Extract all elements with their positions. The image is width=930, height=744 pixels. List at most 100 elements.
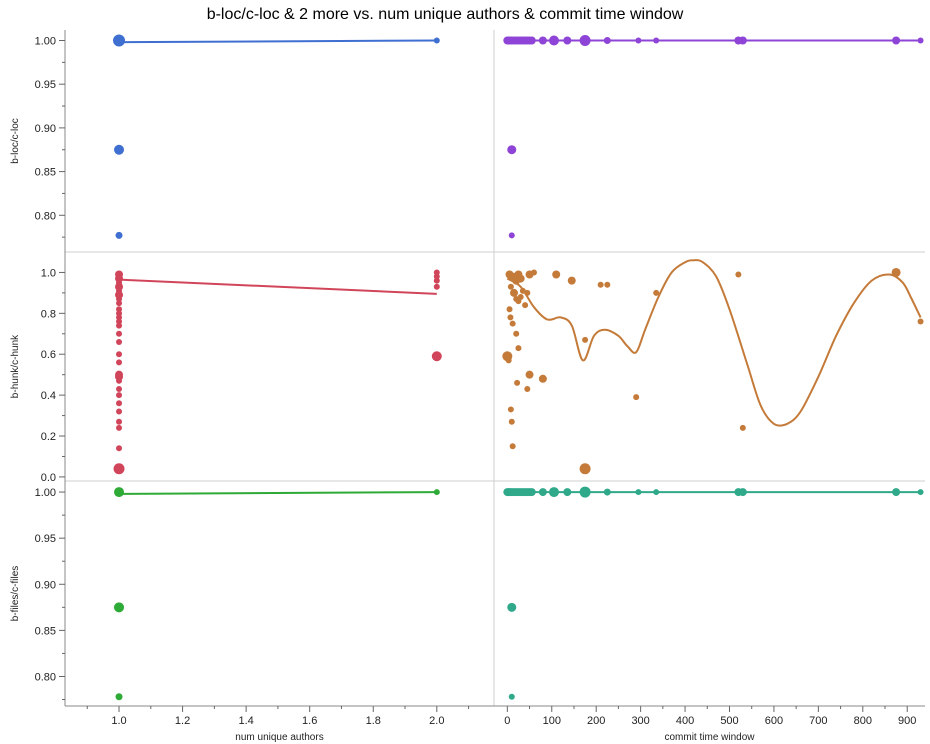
data-point[interactable] xyxy=(892,36,901,45)
chart-title: b-loc/c-loc & 2 more vs. num unique auth… xyxy=(207,6,684,23)
data-point[interactable] xyxy=(525,370,534,379)
data-point[interactable] xyxy=(116,351,123,358)
data-point[interactable] xyxy=(507,602,517,612)
data-point[interactable] xyxy=(563,488,572,497)
data-point[interactable] xyxy=(603,488,611,496)
data-point[interactable] xyxy=(116,306,123,313)
y-axis-label: b-loc/c-loc xyxy=(10,118,21,164)
data-point[interactable] xyxy=(567,276,576,285)
data-point[interactable] xyxy=(892,488,901,497)
data-point[interactable] xyxy=(739,424,746,431)
data-point[interactable] xyxy=(116,445,123,452)
data-point[interactable] xyxy=(505,357,512,364)
data-point[interactable] xyxy=(514,379,521,386)
data-point[interactable] xyxy=(635,37,642,44)
data-point[interactable] xyxy=(527,36,536,45)
data-point[interactable] xyxy=(116,392,123,399)
data-point[interactable] xyxy=(431,351,442,362)
data-point[interactable] xyxy=(735,271,742,278)
panel-0-0 xyxy=(113,34,440,239)
data-point[interactable] xyxy=(579,486,591,498)
data-point[interactable] xyxy=(116,424,123,431)
data-point[interactable] xyxy=(116,400,123,407)
data-point[interactable] xyxy=(115,693,123,701)
data-point[interactable] xyxy=(116,408,123,415)
data-point[interactable] xyxy=(653,489,660,496)
data-point[interactable] xyxy=(538,36,547,45)
data-point[interactable] xyxy=(114,487,125,498)
y-tick-label: 0.95 xyxy=(35,533,56,545)
x-axis-label: commit time window xyxy=(664,732,755,743)
data-point[interactable] xyxy=(116,385,123,392)
data-point[interactable] xyxy=(113,34,126,47)
data-point[interactable] xyxy=(508,232,515,239)
x-tick-label: 500 xyxy=(720,715,738,727)
data-point[interactable] xyxy=(538,374,547,383)
y-tick-label: 1.00 xyxy=(35,35,56,47)
data-point[interactable] xyxy=(115,270,124,279)
y-tick-label: 0.2 xyxy=(41,431,56,443)
data-point[interactable] xyxy=(917,489,924,496)
data-point[interactable] xyxy=(582,336,589,343)
data-point[interactable] xyxy=(116,418,123,425)
data-point[interactable] xyxy=(116,359,123,366)
data-point[interactable] xyxy=(508,693,515,700)
data-point[interactable] xyxy=(597,281,604,288)
x-tick-label: 0 xyxy=(504,715,510,727)
data-point[interactable] xyxy=(507,406,514,413)
data-point[interactable] xyxy=(114,602,125,613)
data-point[interactable] xyxy=(116,338,123,345)
data-point[interactable] xyxy=(604,281,611,288)
fit-line xyxy=(118,491,437,495)
data-point[interactable] xyxy=(530,269,537,276)
data-point[interactable] xyxy=(508,418,515,425)
data-point[interactable] xyxy=(653,37,660,44)
data-point[interactable] xyxy=(579,34,591,46)
data-point[interactable] xyxy=(524,289,531,296)
data-point[interactable] xyxy=(433,489,440,496)
data-point[interactable] xyxy=(548,487,559,498)
data-point[interactable] xyxy=(917,318,924,325)
data-point[interactable] xyxy=(113,463,125,475)
data-point[interactable] xyxy=(507,314,514,321)
data-point[interactable] xyxy=(509,443,516,450)
data-point[interactable] xyxy=(635,489,642,496)
data-point[interactable] xyxy=(115,370,124,379)
y-tick-label: 0.0 xyxy=(41,472,56,484)
data-point[interactable] xyxy=(506,306,513,313)
data-point[interactable] xyxy=(548,35,559,46)
data-point[interactable] xyxy=(653,289,660,296)
x-tick-label: 200 xyxy=(587,715,605,727)
data-point[interactable] xyxy=(891,267,901,277)
data-point[interactable] xyxy=(507,145,517,155)
data-point[interactable] xyxy=(538,488,547,497)
data-point[interactable] xyxy=(738,36,747,45)
data-point[interactable] xyxy=(433,283,440,290)
x-tick-label: 800 xyxy=(854,715,872,727)
data-point[interactable] xyxy=(579,463,591,475)
data-point[interactable] xyxy=(516,274,525,283)
data-point[interactable] xyxy=(552,270,561,279)
data-point[interactable] xyxy=(115,231,123,239)
data-point[interactable] xyxy=(509,288,518,297)
data-point[interactable] xyxy=(513,330,520,337)
data-point[interactable] xyxy=(116,330,123,337)
data-point[interactable] xyxy=(509,320,516,327)
data-point[interactable] xyxy=(522,302,529,309)
data-point[interactable] xyxy=(507,283,514,290)
x-axis-label: num unique authors xyxy=(235,732,323,743)
data-point[interactable] xyxy=(433,37,440,44)
data-point[interactable] xyxy=(563,36,572,45)
data-point[interactable] xyxy=(524,385,531,392)
data-point[interactable] xyxy=(433,269,440,276)
data-point[interactable] xyxy=(515,345,522,352)
panel-2-1 xyxy=(503,486,924,700)
data-point[interactable] xyxy=(917,37,924,44)
data-point[interactable] xyxy=(738,488,747,497)
data-point[interactable] xyxy=(527,488,536,497)
data-point[interactable] xyxy=(603,36,611,44)
data-point[interactable] xyxy=(114,144,125,155)
data-point[interactable] xyxy=(633,394,640,401)
panel-1-0 xyxy=(113,269,442,475)
data-point[interactable] xyxy=(517,293,524,300)
